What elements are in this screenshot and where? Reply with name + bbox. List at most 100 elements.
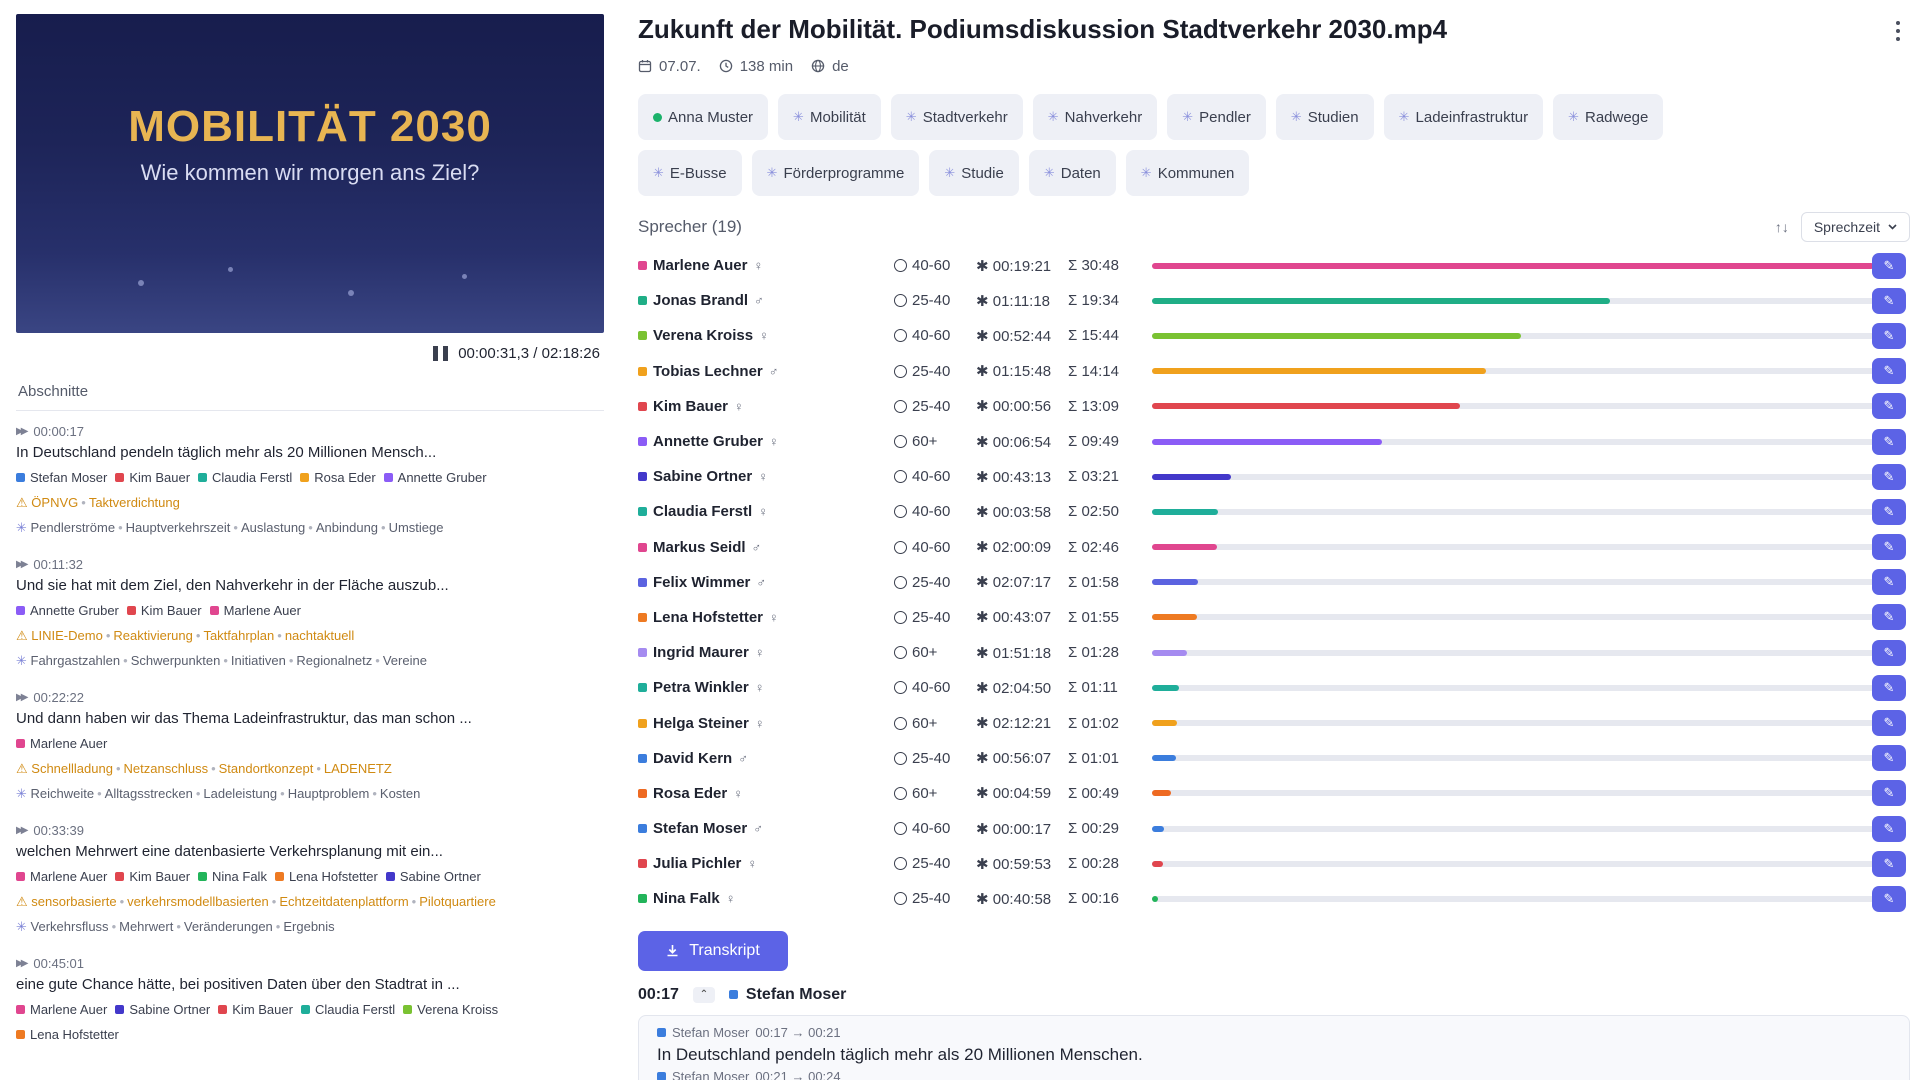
speaker-row[interactable]: Claudia Ferstl ♀ 40-60 ✱ 00:03:58 Σ 02:50 ✎ xyxy=(638,494,1910,529)
speaker-name[interactable]: Helga Steiner ♀ xyxy=(638,715,765,732)
speaker-name[interactable]: Annette Gruber ♀ xyxy=(638,433,779,450)
speaker-row[interactable]: Jonas Brandl ♂ 25-40 ✱ 01:11:18 Σ 19:34 ✎ xyxy=(638,283,1910,318)
speaker-row[interactable]: Verena Kroiss ♀ 40-60 ✱ 00:52:44 Σ 15:44 ✎ xyxy=(638,318,1910,353)
speaker-chip[interactable]: Annette Gruber xyxy=(383,465,487,490)
section-item[interactable]: ▶▶ 00:33:39 welchen Mehrwert eine datenbas… xyxy=(16,820,604,939)
speaker-chip[interactable]: Kim Bauer xyxy=(126,598,202,623)
speaker-name[interactable]: David Kern ♂ xyxy=(638,750,748,767)
tag-chip[interactable]: ✳ Studie xyxy=(929,150,1019,196)
speaker-chip[interactable]: Kim Bauer xyxy=(115,465,190,490)
pause-icon[interactable] xyxy=(433,345,449,361)
speaker-row[interactable]: Marlene Auer ♀ 40-60 ✱ 00:19:21 Σ 30:48 ✎ xyxy=(638,248,1910,283)
warning-term[interactable]: nachtaktuell xyxy=(284,628,355,643)
jump-icon[interactable]: ▶▶ xyxy=(16,957,29,969)
speaker-row[interactable]: Felix Wimmer ♂ 25-40 ✱ 02:07:17 Σ 01:58 ✎ xyxy=(638,565,1910,600)
edit-speaker-button[interactable]: ✎ xyxy=(1872,604,1906,631)
section-item[interactable]: ▶▶ 00:00:17 In Deutschland pendeln täglich… xyxy=(16,421,604,540)
warning-term[interactable]: Schnellladung xyxy=(31,761,113,776)
speaker-row[interactable]: Stefan Moser ♂ 40-60 ✱ 00:00:17 Σ 00:29 ✎ xyxy=(638,811,1910,846)
edit-speaker-button[interactable]: ✎ xyxy=(1872,358,1906,385)
keyword-term[interactable]: Regionalnetz xyxy=(296,653,373,668)
edit-speaker-button[interactable]: ✎ xyxy=(1872,850,1906,877)
keyword-term[interactable]: Ladeleistung xyxy=(203,786,278,801)
speaker-chip[interactable]: Sabine Ortner xyxy=(385,864,481,889)
speaker-chip[interactable]: Marlene Auer xyxy=(16,997,107,1022)
speaker-name[interactable]: Rosa Eder ♀ xyxy=(638,785,743,802)
warning-term[interactable]: LINIE-Demo xyxy=(31,628,103,643)
edit-speaker-button[interactable]: ✎ xyxy=(1872,674,1906,701)
collapse-caret-icon[interactable]: ⌃ xyxy=(692,986,715,1003)
warning-term[interactable]: Pilotquartiere xyxy=(419,894,496,909)
edit-speaker-button[interactable]: ✎ xyxy=(1872,252,1906,279)
edit-speaker-button[interactable]: ✎ xyxy=(1872,639,1906,666)
tag-chip[interactable]: ✳ Ladeinfrastruktur xyxy=(1383,94,1544,140)
segment-text[interactable]: In Deutschland pendeln täglich mehr als … xyxy=(657,1044,1143,1064)
section-item[interactable]: ▶▶ 00:22:22 Und dann haben wir das Thema L… xyxy=(16,687,604,806)
warning-term[interactable]: Reaktivierung xyxy=(113,628,193,643)
section-item[interactable]: ▶▶ 00:11:32 Und sie hat mit dem Ziel, den … xyxy=(16,554,604,673)
keyword-term[interactable]: Anbindung xyxy=(315,520,379,535)
speaker-chip[interactable]: Marlene Auer xyxy=(209,598,301,623)
section-time[interactable]: ▶▶ 00:45:01 xyxy=(16,953,604,973)
speaker-row[interactable]: Rosa Eder ♀ 60+ ✱ 00:04:59 Σ 00:49 ✎ xyxy=(638,776,1910,811)
keyword-term[interactable]: Initiativen xyxy=(230,653,286,668)
keyword-term[interactable]: Pendlerströme xyxy=(30,520,116,535)
sort-direction-icon[interactable]: ↑↓ xyxy=(1774,219,1789,235)
keyword-term[interactable]: Schwerpunkten xyxy=(130,653,221,668)
edit-speaker-button[interactable]: ✎ xyxy=(1872,534,1906,561)
edit-speaker-button[interactable]: ✎ xyxy=(1872,885,1906,912)
speaker-name[interactable]: Petra Winkler ♀ xyxy=(638,679,765,696)
speaker-chip[interactable]: Kim Bauer xyxy=(218,997,293,1022)
speaker-row[interactable]: Annette Gruber ♀ 60+ ✱ 00:06:54 Σ 09:49 ✎ xyxy=(638,424,1910,459)
keyword-term[interactable]: Hauptproblem xyxy=(287,786,370,801)
keyword-term[interactable]: Umstiege xyxy=(388,520,444,535)
speaker-name[interactable]: Tobias Lechner ♂ xyxy=(638,363,779,380)
tag-chip[interactable]: ✳ Stadtverkehr xyxy=(890,94,1023,140)
edit-speaker-button[interactable]: ✎ xyxy=(1872,498,1906,525)
edit-speaker-button[interactable]: ✎ xyxy=(1872,463,1906,490)
speaker-name[interactable]: Verena Kroiss ♀ xyxy=(638,327,769,344)
section-time[interactable]: ▶▶ 00:11:32 xyxy=(16,554,604,574)
keyword-term[interactable]: Hauptverkehrszeit xyxy=(125,520,231,535)
section-item[interactable]: ▶▶ 00:45:01 eine gute Chance hätte, bei po… xyxy=(16,953,604,1047)
speaker-row[interactable]: Petra Winkler ♀ 40-60 ✱ 02:04:50 Σ 01:11 ✎ xyxy=(638,670,1910,705)
warning-term[interactable]: Echtzeitdatenplattform xyxy=(279,894,409,909)
tag-chip[interactable]: ✳ Studien xyxy=(1275,94,1374,140)
tag-chip[interactable]: ✳ Pendler xyxy=(1167,94,1266,140)
tag-chip[interactable]: ✳ Nahverkehr xyxy=(1032,94,1158,140)
jump-icon[interactable]: ▶▶ xyxy=(16,558,29,570)
warning-term[interactable]: Netzanschluss xyxy=(123,761,209,776)
edit-speaker-button[interactable]: ✎ xyxy=(1872,428,1906,455)
speaker-chip[interactable]: Lena Hofstetter xyxy=(16,1022,119,1047)
speaker-chip[interactable]: Marlene Auer xyxy=(16,731,107,756)
speaker-row[interactable]: Tobias Lechner ♂ 25-40 ✱ 01:15:48 Σ 14:14 ✎ xyxy=(638,354,1910,389)
keyword-term[interactable]: Alltagsstrecken xyxy=(104,786,193,801)
jump-icon[interactable]: ▶▶ xyxy=(16,824,29,836)
speaker-chip[interactable]: Sabine Ortner xyxy=(115,997,210,1022)
speaker-row[interactable]: Kim Bauer ♀ 25-40 ✱ 00:00:56 Σ 13:09 ✎ xyxy=(638,389,1910,424)
speaker-chip[interactable]: Claudia Ferstl xyxy=(300,997,395,1022)
edit-speaker-button[interactable]: ✎ xyxy=(1872,287,1906,314)
edit-speaker-button[interactable]: ✎ xyxy=(1872,569,1906,596)
speaker-row[interactable]: Ingrid Maurer ♀ 60+ ✱ 01:51:18 Σ 01:28 ✎ xyxy=(638,635,1910,670)
edit-speaker-button[interactable]: ✎ xyxy=(1872,710,1906,737)
tag-chip[interactable]: ✳ Mobilität xyxy=(778,94,881,140)
edit-speaker-button[interactable]: ✎ xyxy=(1872,780,1906,807)
speaker-chip[interactable]: Claudia Ferstl xyxy=(198,465,292,490)
keyword-term[interactable]: Reichweite xyxy=(30,786,95,801)
keyword-term[interactable]: Kosten xyxy=(379,786,421,801)
warning-term[interactable]: verkehrsmodellbasierten xyxy=(127,894,269,909)
edit-speaker-button[interactable]: ✎ xyxy=(1872,393,1906,420)
warning-term[interactable]: Taktfahrplan xyxy=(203,628,275,643)
speaker-name[interactable]: Sabine Ortner ♀ xyxy=(638,468,768,485)
jump-icon[interactable]: ▶▶ xyxy=(16,691,29,703)
speaker-chip[interactable]: Annette Gruber xyxy=(16,598,119,623)
section-time[interactable]: ▶▶ 00:22:22 xyxy=(16,687,604,707)
sort-select[interactable]: Sprechzeit xyxy=(1800,212,1910,242)
section-time[interactable]: ▶▶ 00:00:17 xyxy=(16,421,604,441)
speaker-chip[interactable]: Rosa Eder xyxy=(300,465,376,490)
speaker-name[interactable]: Lena Hofstetter ♀ xyxy=(638,609,779,626)
transcript-download-button[interactable]: Transkript xyxy=(638,930,788,971)
speaker-name[interactable]: Marlene Auer ♀ xyxy=(638,257,763,274)
speaker-name[interactable]: Felix Wimmer ♂ xyxy=(638,574,766,591)
